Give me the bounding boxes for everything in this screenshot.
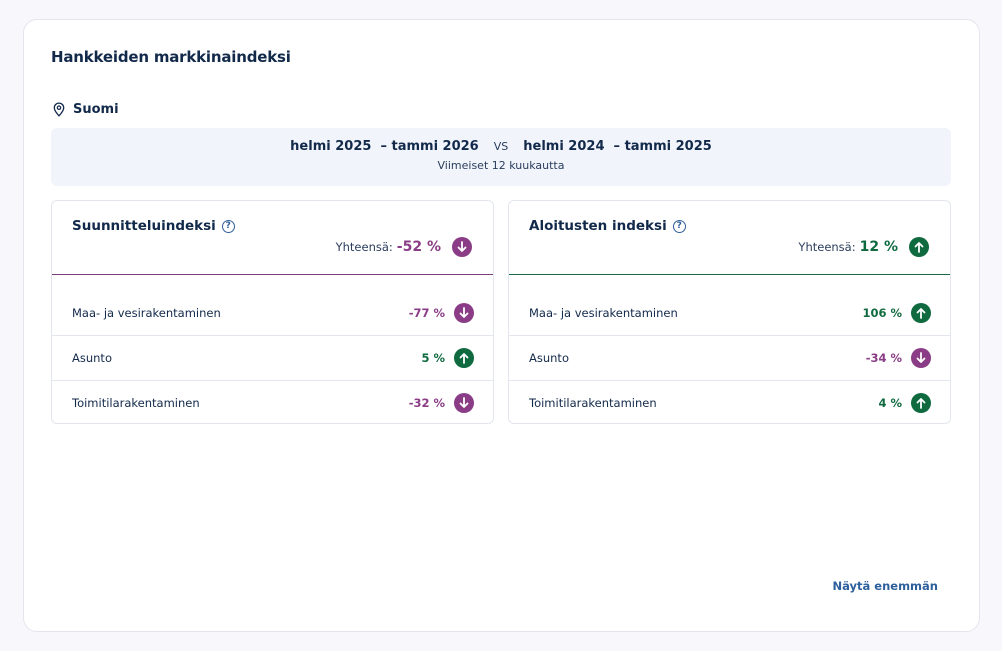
row-label: Toimitilarakentaminen	[529, 396, 657, 410]
planning-index-panel: Suunnitteluindeksi ? Yhteensä: -52 % Maa…	[51, 200, 494, 424]
row-label: Toimitilarakentaminen	[72, 396, 200, 410]
table-row: Asunto -34 %	[509, 335, 950, 380]
arrow-down-icon	[454, 393, 474, 413]
period-subtitle: Viimeiset 12 kuukautta	[437, 159, 565, 172]
arrow-down-icon	[452, 237, 472, 257]
arrow-up-icon	[911, 302, 931, 323]
help-icon[interactable]: ?	[221, 219, 235, 233]
arrow-down-icon	[911, 348, 931, 368]
table-row: Maa- ja vesirakentaminen -77 %	[52, 290, 493, 335]
row-value: -77 %	[408, 305, 445, 320]
help-icon[interactable]: ?	[672, 219, 686, 233]
arrow-up-icon	[909, 237, 929, 257]
row-label: Asunto	[72, 351, 112, 365]
location: Suomi	[52, 102, 119, 117]
market-index-card: Hankkeiden markkinaindeksi Suomi helmi 2…	[23, 19, 980, 632]
show-more-link[interactable]: Näytä enemmän	[832, 579, 939, 593]
table-row: Toimitilarakentaminen -32 %	[52, 380, 493, 425]
period-comparison: helmi 2025 – tammi 2026 VS helmi 2024 – …	[51, 128, 951, 186]
row-value: -34 %	[865, 351, 902, 365]
row-label: Asunto	[529, 351, 569, 365]
previous-period: helmi 2024 – tammi 2025	[523, 139, 712, 154]
table-row: Toimitilarakentaminen 4 %	[509, 380, 950, 425]
row-value: 106 %	[862, 305, 902, 320]
row-label: Maa- ja vesirakentaminen	[72, 305, 221, 320]
total-label: Yhteensä:	[798, 240, 856, 254]
row-label: Maa- ja vesirakentaminen	[529, 305, 678, 320]
map-pin-icon	[53, 102, 65, 117]
total-value: -52 %	[396, 239, 441, 255]
total: Yhteensä: 12 %	[798, 237, 929, 257]
row-value: 5 %	[421, 351, 445, 365]
total: Yhteensä: -52 %	[336, 237, 472, 257]
current-period: helmi 2025 – tammi 2026	[290, 139, 479, 154]
starts-index-panel: Aloitusten indeksi ? Yhteensä: 12 % Maa-…	[508, 200, 951, 424]
panel-title: Aloitusten indeksi	[529, 218, 667, 234]
arrow-up-icon	[454, 348, 474, 368]
panel-title: Suunnitteluindeksi	[72, 218, 216, 234]
total-label: Yhteensä:	[335, 240, 393, 254]
arrow-down-icon	[454, 302, 474, 323]
location-label: Suomi	[73, 102, 119, 117]
row-value: 4 %	[878, 396, 902, 410]
total-value: 12 %	[859, 239, 898, 255]
index-rows: Maa- ja vesirakentaminen 106 % Asunto -3…	[509, 290, 950, 425]
table-row: Maa- ja vesirakentaminen 106 %	[509, 290, 950, 335]
arrow-up-icon	[911, 393, 931, 413]
table-row: Asunto 5 %	[52, 335, 493, 380]
card-title: Hankkeiden markkinaindeksi	[51, 48, 291, 66]
vs-label: VS	[493, 140, 509, 153]
row-value: -32 %	[408, 396, 445, 410]
index-rows: Maa- ja vesirakentaminen -77 % Asunto 5 …	[52, 290, 493, 425]
